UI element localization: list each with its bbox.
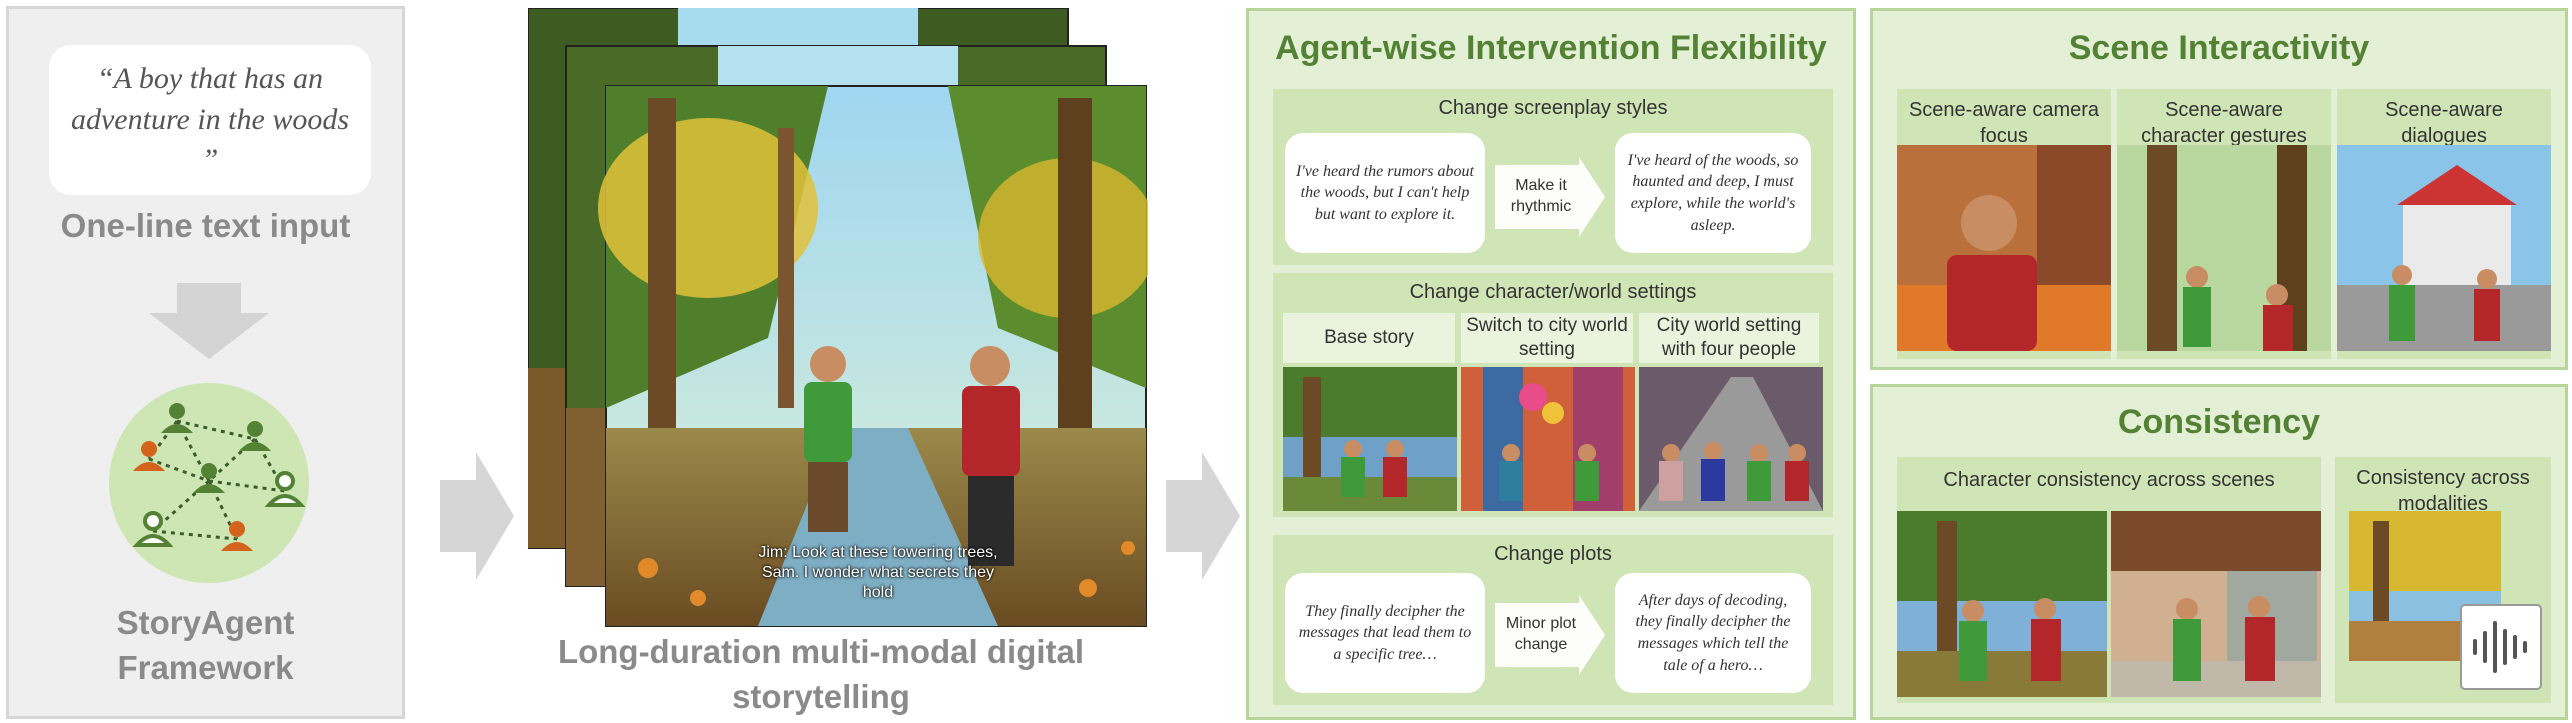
agent-network-icon bbox=[109, 383, 309, 583]
quote-text: “A boy that has an adventure in the wood… bbox=[70, 62, 349, 177]
scene-title: Scene Interactivity bbox=[2068, 29, 2370, 67]
scene-camera-heading: Scene-aware camera focus bbox=[1908, 99, 2100, 147]
screenplay-action-arrow: Make it rhythmic bbox=[1495, 157, 1605, 237]
scene-gestures-heading: Scene-aware character gestures bbox=[2141, 99, 2307, 147]
settings-column-four-people: City world setting with four people bbox=[1639, 313, 1819, 363]
consistency-modalities-heading: Consistency across modalities bbox=[2356, 467, 2530, 515]
input-panel: “A boy that has an adventure in the wood… bbox=[6, 6, 405, 719]
framework-label: StoryAgent Framework bbox=[116, 604, 295, 686]
plots-after: After days of decoding, they finally dec… bbox=[1615, 573, 1811, 693]
scene-images bbox=[1897, 145, 2551, 351]
consistency-title: Consistency bbox=[2117, 403, 2321, 441]
settings-images bbox=[1283, 367, 1823, 511]
right-arrow-icon bbox=[1166, 452, 1240, 580]
quote-bubble: “A boy that has an adventure in the wood… bbox=[49, 45, 371, 195]
consistency-scenes-heading: Character consistency across scenes bbox=[1943, 469, 2275, 491]
consistency-panel: Consistency Character consistency across… bbox=[1870, 384, 2568, 720]
screenplay-section: Change screenplay styles I've heard the … bbox=[1273, 89, 1833, 265]
settings-column-city: Switch to city world setting bbox=[1461, 313, 1633, 363]
scene-dialogues-heading: Scene-aware dialogues bbox=[2385, 99, 2503, 147]
consistency-images bbox=[1897, 511, 2542, 697]
plots-section: Change plots They finally decipher the m… bbox=[1273, 535, 1833, 705]
plots-before: They finally decipher the messages that … bbox=[1285, 573, 1485, 693]
scene-panel: Scene Interactivity Scene-aware camera f… bbox=[1870, 8, 2568, 370]
plots-action-arrow: Minor plot change bbox=[1495, 595, 1605, 675]
screenplay-heading: Change screenplay styles bbox=[1438, 97, 1668, 119]
down-arrow-icon bbox=[149, 283, 269, 359]
input-label: One-line text input bbox=[60, 207, 351, 244]
screenplay-after: I've heard of the woods, so haunted and … bbox=[1615, 133, 1811, 253]
storytelling-frames bbox=[528, 8, 1148, 627]
plots-heading: Change plots bbox=[1494, 543, 1612, 565]
flexibility-title: Agent-wise Intervention Flexibility bbox=[1275, 29, 1827, 67]
settings-heading: Change character/world settings bbox=[1409, 281, 1697, 303]
screenplay-action-label: Make it rhythmic bbox=[1510, 177, 1572, 215]
settings-column-base: Base story bbox=[1283, 313, 1455, 363]
flexibility-panel: Agent-wise Intervention Flexibility Chan… bbox=[1246, 8, 1856, 720]
frame-subtitle: Jim: Look at these towering trees, Sam. … bbox=[758, 544, 998, 601]
right-arrow-icon bbox=[1495, 595, 1605, 675]
audio-waveform-icon bbox=[2460, 604, 2542, 690]
right-arrow-icon bbox=[440, 452, 514, 580]
settings-section: Change character/world settings Base sto… bbox=[1273, 273, 1833, 517]
storytelling-caption: Long-duration multi-modal digital storyt… bbox=[557, 633, 1085, 715]
right-arrow-icon bbox=[1495, 157, 1605, 237]
plots-action-label: Minor plot change bbox=[1505, 615, 1577, 653]
screenplay-before: I've heard the rumors about the woods, b… bbox=[1285, 133, 1485, 253]
